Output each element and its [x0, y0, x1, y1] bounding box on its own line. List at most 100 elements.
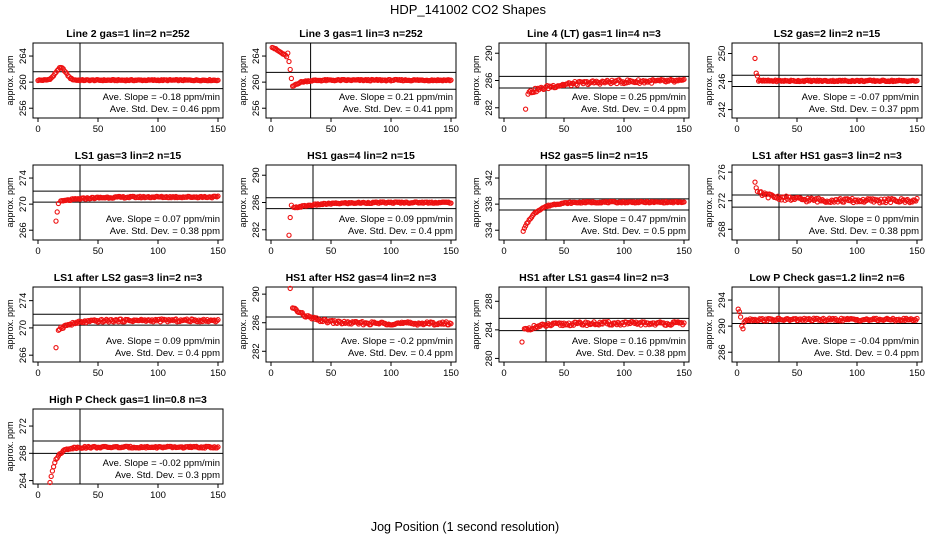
data-point: [54, 209, 60, 215]
x-tick-label: 0: [35, 490, 40, 501]
y-tick-label: 274: [18, 170, 29, 186]
y-tick-label: 266: [18, 347, 29, 363]
panel-title: Line 3 gas=1 lin=3 n=252: [299, 28, 423, 40]
y-axis-label: approx. ppm: [5, 177, 15, 227]
panel-title: HS1 gas=4 lin=2 n=15: [307, 150, 415, 162]
panel: LS1 gas=3 lin=2 n=15 approx. ppm 0 50 100 150…: [5, 150, 226, 257]
data-point: [448, 77, 454, 83]
data-point: [313, 202, 320, 208]
data-point: [397, 200, 404, 206]
panel-title: HS2 gas=5 lin=2 n=15: [540, 150, 648, 162]
x-tick-label: 150: [443, 124, 459, 135]
panel-title: LS1 after LS2 gas=3 lin=2 n=3: [54, 272, 203, 284]
data-point: [659, 199, 666, 205]
data-point: [520, 228, 526, 234]
panel-title: Line 2 gas=1 lin=2 n=252: [66, 28, 190, 40]
stddev-annotation: Ave. Std. Dev. = 0.41 ppm: [343, 104, 453, 115]
y-tick-label: 282: [484, 100, 495, 116]
data-point: [419, 199, 425, 205]
data-point: [287, 66, 293, 73]
x-tick-label: 0: [734, 368, 739, 379]
y-axis-label: approx. ppm: [471, 177, 481, 227]
data-point: [830, 77, 836, 83]
panel-title: Line 4 (LT) gas=1 lin=4 n=3: [527, 28, 661, 40]
data-point: [573, 319, 579, 325]
data-point: [891, 317, 897, 323]
data-point: [47, 479, 53, 486]
panels: Line 2 gas=1 lin=2 n=252 approx. ppm 0 50 10…: [5, 28, 925, 501]
data-point: [53, 218, 59, 224]
plot-frame: [731, 286, 923, 363]
data-point: [519, 339, 525, 345]
x-tick-label: 50: [326, 368, 337, 379]
data-point: [354, 320, 361, 326]
data-point: [751, 317, 757, 324]
data-point: [329, 317, 335, 324]
x-tick-label: 100: [849, 246, 865, 257]
x-tick-label: 150: [909, 246, 925, 257]
y-axis-label: approx. ppm: [238, 177, 248, 227]
data-point: [524, 220, 530, 226]
data-point: [49, 468, 56, 474]
data-point: [49, 74, 56, 80]
y-axis-label: approx. ppm: [5, 421, 15, 471]
data-point: [285, 50, 291, 56]
panel: High P Check gas=1 lin=0.8 n=3 approx. pp…: [5, 394, 226, 501]
y-tick-label: 268: [18, 445, 29, 461]
panel-title: High P Check gas=1 lin=0.8 n=3: [49, 394, 207, 406]
data-point: [603, 79, 609, 85]
data-point: [914, 315, 920, 322]
x-tick-label: 100: [616, 124, 632, 135]
x-tick-label: 100: [616, 246, 632, 257]
data-point: [681, 320, 687, 326]
data-point: [287, 214, 293, 221]
slope-annotation: Ave. Slope = 0.47 ppm/min: [572, 214, 686, 225]
y-tick-label: 286: [717, 344, 728, 360]
data-point: [138, 316, 144, 323]
data-point: [172, 194, 178, 201]
y-tick-label: 270: [18, 196, 29, 212]
y-tick-label: 264: [18, 473, 29, 489]
x-tick-label: 0: [734, 246, 739, 257]
data-point: [844, 315, 851, 322]
plot-frame: [32, 42, 224, 119]
x-tick-label: 50: [559, 246, 570, 257]
data-point: [215, 444, 221, 450]
y-tick-label: 266: [18, 222, 29, 238]
data-point: [288, 75, 295, 82]
plot-frame: [498, 164, 690, 241]
data-point: [522, 223, 529, 229]
y-tick-label: 250: [717, 46, 728, 62]
data-point: [560, 81, 566, 88]
y-tick-label: 280: [484, 350, 495, 366]
panel: HS2 gas=5 lin=2 n=15 approx. ppm 0 50 100 150…: [471, 150, 692, 257]
y-axis-label: approx. ppm: [704, 177, 714, 227]
data-point: [83, 196, 89, 202]
slope-annotation: Ave. Slope = 0 ppm/min: [818, 214, 919, 225]
data-point: [592, 79, 598, 85]
data-point: [448, 200, 454, 206]
y-axis-label: approx. ppm: [5, 55, 15, 105]
panel: HS1 after HS2 gas=4 lin=2 n=3 approx. ppm…: [238, 272, 459, 379]
data-point: [286, 58, 292, 65]
stddev-annotation: Ave. Std. Dev. = 0.38 ppm: [809, 226, 919, 237]
data-point: [136, 194, 142, 201]
y-tick-label: 288: [484, 293, 495, 309]
y-axis-label: approx. ppm: [5, 299, 15, 349]
y-tick-label: 282: [251, 222, 262, 238]
y-tick-label: 286: [251, 315, 262, 331]
panel: Line 2 gas=1 lin=2 n=252 approx. ppm 0 50 10…: [5, 28, 226, 135]
x-tick-label: 100: [150, 490, 166, 501]
data-point: [88, 195, 94, 202]
y-tick-label: 342: [484, 170, 495, 186]
x-tick-label: 0: [501, 368, 506, 379]
x-tick-label: 150: [210, 124, 226, 135]
plot-frame: [731, 164, 923, 241]
y-tick-label: 268: [717, 221, 728, 237]
panel: HS1 gas=4 lin=2 n=15 approx. ppm 0 50 100 150…: [238, 150, 459, 257]
x-tick-label: 0: [35, 246, 40, 257]
y-tick-label: 270: [18, 320, 29, 336]
data-point: [735, 306, 741, 312]
data-point: [72, 320, 78, 327]
